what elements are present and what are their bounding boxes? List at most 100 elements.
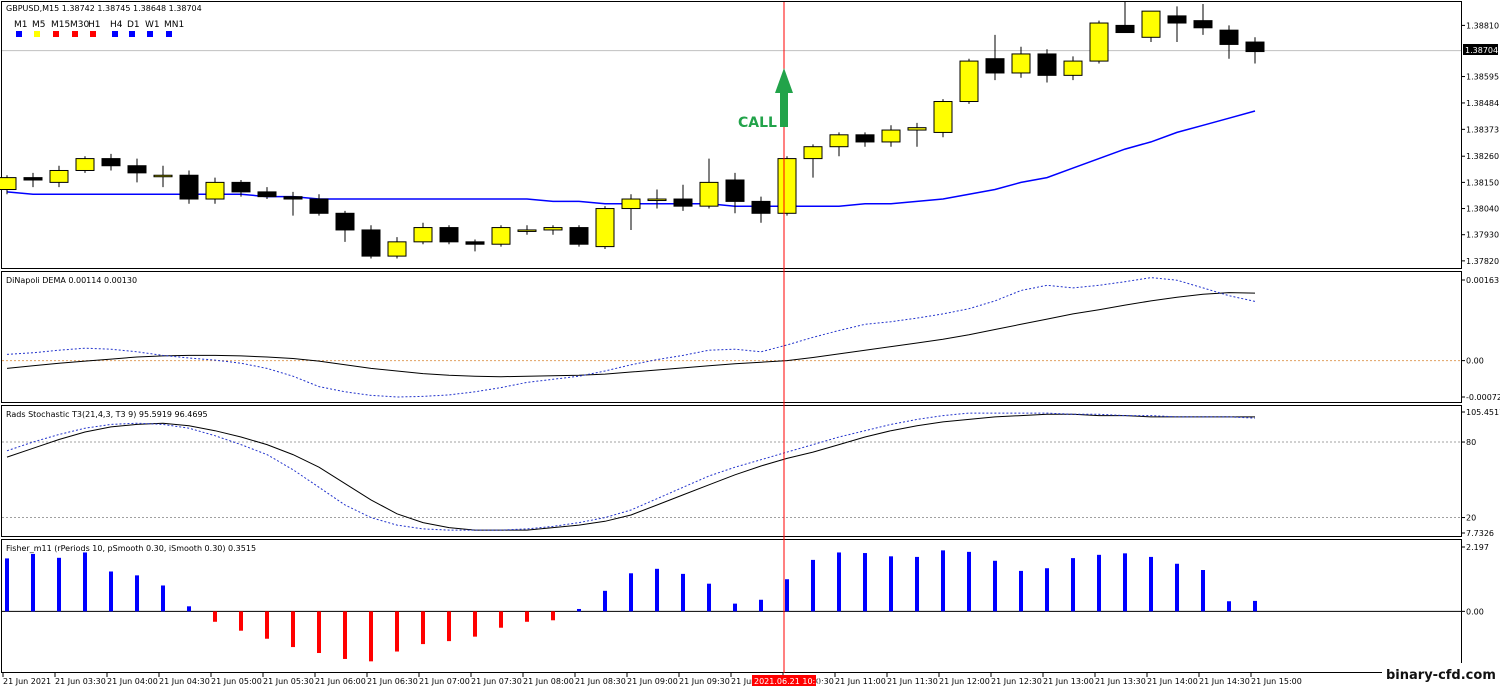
candle[interactable] (257, 187, 277, 200)
candle[interactable] (335, 210, 355, 242)
stoch-panel[interactable] (2, 412, 1461, 531)
candle[interactable] (101, 153, 121, 171)
dema-panel[interactable] (2, 277, 1461, 398)
fisher-bar (837, 552, 841, 612)
candle[interactable] (205, 177, 225, 204)
candle[interactable] (595, 206, 615, 249)
stoch-tick-label: 20 (1466, 514, 1476, 523)
candle[interactable] (153, 165, 173, 188)
candle[interactable] (1141, 10, 1161, 43)
svg-text:binary-cfd.com: binary-cfd.com (1386, 668, 1496, 683)
dema-tick-label: -0.00072 (1466, 393, 1500, 402)
panel-frames (1, 1, 1462, 673)
time-axis-label: 21 Jun 15:00 (1251, 677, 1302, 686)
fisher-bar (863, 553, 867, 612)
timeframe-w1[interactable]: W1 (145, 20, 160, 30)
timeframe-color-m30 (72, 31, 78, 37)
candle[interactable] (127, 158, 147, 183)
candle[interactable] (647, 189, 667, 209)
candle[interactable] (933, 99, 953, 138)
fisher-bar (759, 599, 763, 612)
fisher-bar (473, 611, 477, 637)
timeframe-m15[interactable]: M15 (51, 20, 70, 30)
candle[interactable] (0, 175, 17, 195)
candle[interactable] (569, 225, 589, 247)
candle[interactable] (387, 237, 407, 259)
time-axis-marker: 2021.06.21 10:30 (752, 675, 825, 686)
timeframe-m1[interactable]: M1 (14, 20, 28, 30)
stoch-tick-label: 80 (1466, 438, 1476, 447)
timeframe-m5[interactable]: M5 (32, 20, 46, 30)
candle[interactable] (49, 165, 69, 188)
timeframe-h4[interactable]: H4 (110, 20, 123, 30)
candle[interactable] (1219, 25, 1239, 59)
time-axis-label: 21 Jun 11:30 (887, 677, 938, 686)
timeframe-m30[interactable]: M30 (70, 20, 89, 30)
fisher-bar (369, 611, 373, 662)
candle[interactable] (361, 225, 381, 259)
candle[interactable] (75, 156, 95, 173)
call-arrow-icon (775, 68, 793, 127)
candle[interactable] (751, 196, 771, 223)
fisher-bar (421, 611, 425, 645)
candle[interactable] (803, 144, 823, 178)
time-axis-label: 21 Jun 06:00 (315, 677, 366, 686)
candle[interactable] (23, 172, 43, 188)
fisher-panel-title: Fisher_m11 (rPeriods 10, pSmooth 0.30, i… (6, 544, 256, 553)
timeframe-h1[interactable]: H1 (88, 20, 101, 30)
fisher-bar (1253, 600, 1257, 612)
stoch-panel-title: Rads Stochastic T3(21,4,3, T3 9) 95.5919… (6, 410, 208, 419)
fisher-bar (499, 611, 503, 628)
candle[interactable] (439, 225, 459, 245)
price-panel[interactable] (0, 1, 1461, 259)
candle[interactable] (1011, 46, 1031, 78)
candle[interactable] (621, 194, 641, 230)
candle[interactable] (465, 239, 485, 252)
candle[interactable] (1037, 49, 1057, 83)
candle[interactable] (517, 225, 537, 235)
time-axis-label: 21 Jun 2021 (3, 677, 51, 686)
candle[interactable] (1167, 6, 1187, 43)
candle[interactable] (283, 191, 303, 216)
candle[interactable] (1193, 4, 1213, 35)
candle[interactable] (543, 225, 563, 235)
candle[interactable] (777, 156, 797, 216)
candle[interactable] (985, 34, 1005, 81)
candle[interactable] (1063, 56, 1083, 81)
candle[interactable] (1115, 1, 1135, 34)
timeframe-color-m5 (34, 31, 40, 37)
time-axis-label: 21 Jun 13:00 (1043, 677, 1094, 686)
candle[interactable] (907, 122, 927, 147)
fisher-bar (1045, 568, 1049, 612)
time-axis-label: 21 Jun 11:00 (835, 677, 886, 686)
price-tick-label: 1.37820 (1466, 257, 1499, 266)
fisher-bar (1149, 556, 1153, 612)
candle[interactable] (491, 225, 511, 247)
time-axis-label: 21 Jun 04:00 (107, 677, 158, 686)
timeframe-color-mn1 (166, 31, 172, 37)
fisher-bar (109, 571, 113, 612)
candle[interactable] (231, 180, 251, 197)
candle[interactable] (413, 222, 433, 245)
candle[interactable] (725, 172, 745, 214)
candle[interactable] (673, 184, 693, 211)
timeframe-d1[interactable]: D1 (127, 20, 140, 30)
fisher-panel[interactable] (2, 550, 1461, 662)
candle[interactable] (699, 158, 719, 209)
fisher-bar (1123, 553, 1127, 612)
candle[interactable] (1245, 37, 1265, 64)
candle[interactable] (881, 125, 901, 147)
fisher-bar (785, 579, 789, 612)
candle[interactable] (829, 132, 849, 157)
fisher-bar (265, 611, 269, 639)
candle[interactable] (179, 170, 199, 204)
fisher-tick-label: 2.197 (1466, 543, 1489, 552)
time-axis-label: 21 Jun 09:30 (679, 677, 730, 686)
candle[interactable] (309, 194, 329, 216)
candle[interactable] (1089, 20, 1109, 64)
timeframe-mn1[interactable]: MN1 (164, 20, 184, 30)
candle[interactable] (855, 132, 875, 147)
candle[interactable] (959, 58, 979, 104)
